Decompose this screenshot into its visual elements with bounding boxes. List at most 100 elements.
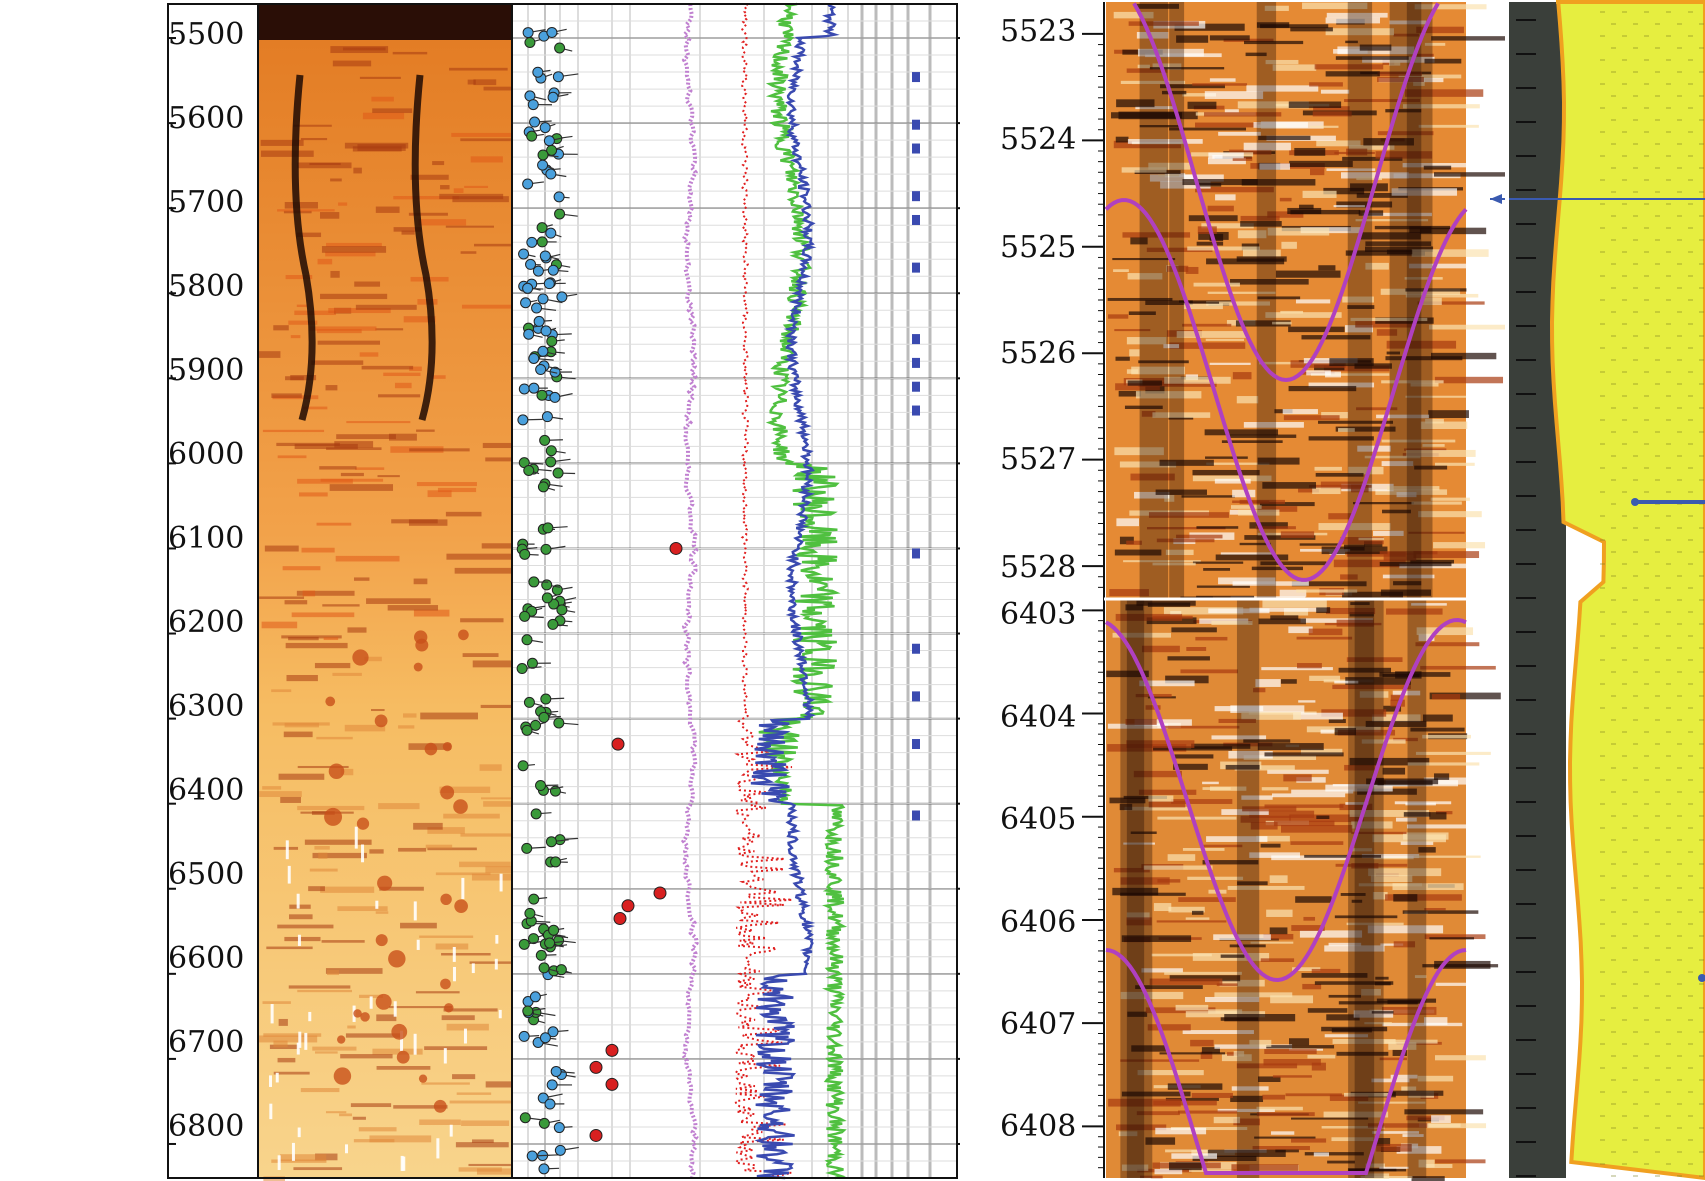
- image-streak: [1316, 815, 1330, 819]
- image-streak: [1365, 720, 1427, 727]
- image-streak: [1185, 266, 1199, 274]
- image-streak: [1153, 903, 1172, 912]
- image-streak: [1266, 909, 1293, 917]
- image-streak: [277, 1057, 296, 1063]
- left-log-svg: [167, 2, 960, 1181]
- blue-curve: [750, 3, 840, 1180]
- image-streak: [1295, 299, 1331, 304]
- image-streak: [470, 156, 503, 163]
- image-streak: [427, 490, 452, 498]
- image-streak: [413, 609, 450, 617]
- image-streak: [1294, 147, 1326, 156]
- image-streak: [371, 709, 385, 712]
- image-streak: [1109, 797, 1146, 804]
- dip-head: [524, 36, 536, 48]
- dip-head: [521, 634, 533, 646]
- image-spot: [388, 950, 406, 968]
- image-streak: [1253, 122, 1308, 128]
- image-streak: [427, 847, 477, 851]
- image-streak: [1393, 173, 1461, 179]
- image-streak: [416, 429, 435, 432]
- image-spot: [413, 662, 423, 672]
- image-streak: [1114, 447, 1164, 456]
- image-streak: [300, 137, 328, 141]
- image-streak: [1255, 526, 1296, 530]
- image-streak: [1156, 920, 1227, 923]
- image-streak: [1124, 405, 1163, 409]
- image-streak: [1271, 793, 1346, 798]
- image-streak: [1238, 509, 1280, 516]
- image-streak: [1362, 212, 1432, 217]
- image-streak: [284, 936, 321, 942]
- image-streak: [263, 1033, 322, 1037]
- image-streak: [1320, 729, 1335, 734]
- image-spot: [440, 978, 451, 990]
- image-streak: [264, 545, 299, 552]
- image-streak: [398, 847, 427, 852]
- dip-head: [539, 250, 551, 262]
- image-streak: [1418, 633, 1435, 641]
- image-streak: [1183, 174, 1196, 180]
- image-streak: [1254, 1136, 1316, 1139]
- left-log-panel: 5500 5600 5700 5800 5900 6000 6100 6200 …: [167, 2, 960, 1181]
- image-streak: [1189, 1169, 1234, 1172]
- image-streak: [1243, 739, 1291, 743]
- dark-band: [1256, 2, 1277, 598]
- image-streak: [1123, 560, 1201, 563]
- image-streak: [308, 886, 325, 892]
- image-streak: [1129, 349, 1140, 357]
- image-streak: [1396, 1146, 1442, 1154]
- image-spot: [444, 1003, 454, 1013]
- image-streak: [301, 547, 335, 553]
- image-streak: [291, 612, 355, 618]
- dip-head: [545, 836, 557, 848]
- image-streak: [1259, 502, 1315, 507]
- blue-marker: [912, 191, 920, 202]
- image-streak: [1114, 549, 1162, 556]
- image-streak: [1113, 11, 1154, 19]
- image-streak: [1392, 883, 1464, 891]
- red-curve: [733, 3, 793, 1179]
- image-streak: [1240, 215, 1280, 221]
- image-streak: [379, 886, 424, 891]
- image-streak: [1404, 89, 1484, 97]
- image-streak: [439, 786, 491, 793]
- light-speckle: [296, 1042, 300, 1055]
- dip-head-red: [611, 737, 625, 751]
- image-streak: [1347, 305, 1375, 309]
- image-streak: [460, 618, 504, 623]
- image-streak: [1407, 762, 1480, 766]
- image-streak: [1265, 59, 1299, 65]
- light-speckle: [494, 958, 498, 970]
- image-streak: [1333, 559, 1406, 568]
- image-spot: [391, 1023, 408, 1040]
- image-streak: [1336, 619, 1374, 627]
- image-streak: [1422, 714, 1453, 722]
- image-streak: [1256, 1106, 1303, 1111]
- image-streak: [315, 1153, 338, 1161]
- image-streak: [1191, 1092, 1233, 1098]
- image-streak: [309, 326, 377, 331]
- image-spot: [360, 1012, 370, 1022]
- image-streak: [1195, 122, 1261, 128]
- image-streak: [1136, 1111, 1180, 1116]
- image-streak: [1429, 324, 1508, 330]
- image-streak: [332, 672, 362, 676]
- image-streak: [325, 385, 338, 391]
- image-streak: [1418, 124, 1479, 128]
- image-streak: [285, 274, 313, 280]
- image-streak: [1420, 297, 1442, 306]
- image-streak: [1433, 542, 1486, 549]
- image-streak: [415, 991, 460, 994]
- image-streak: [1275, 270, 1341, 278]
- dip-head: [554, 1144, 566, 1156]
- image-streak: [1361, 739, 1406, 744]
- image-streak: [288, 320, 318, 325]
- image-streak: [1345, 250, 1426, 256]
- image-streak: [1232, 372, 1252, 380]
- image-streak: [1375, 1138, 1391, 1146]
- image-streak: [1267, 211, 1304, 218]
- image-streak: [1339, 803, 1373, 811]
- image-streak: [467, 79, 476, 85]
- image-streak: [325, 1111, 347, 1114]
